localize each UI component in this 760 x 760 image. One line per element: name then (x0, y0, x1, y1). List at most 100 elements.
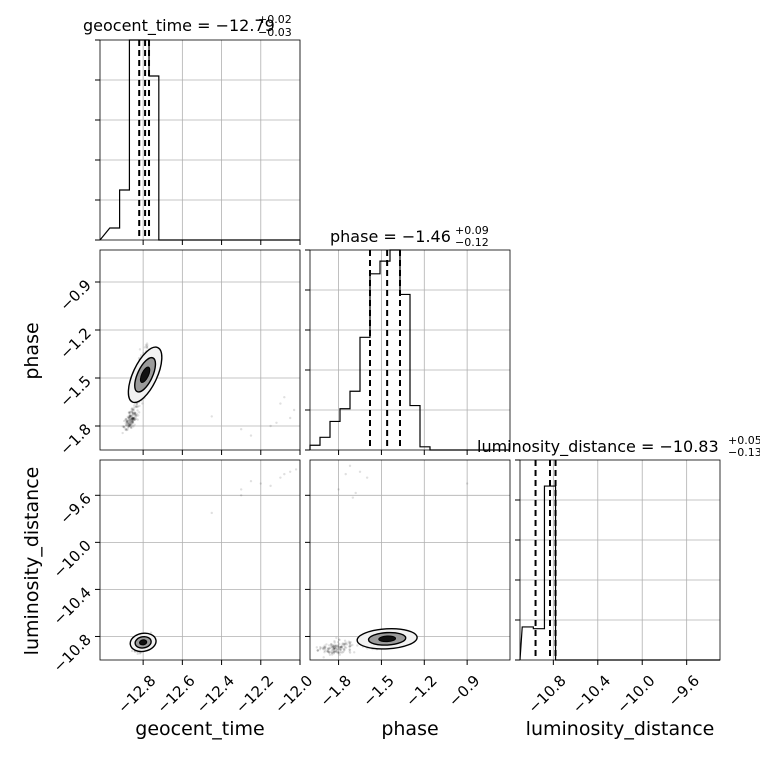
sample-point (338, 648, 342, 651)
sample-point (327, 647, 330, 650)
sample-point (128, 424, 131, 427)
xlabel-geocent-time: geocent_time (135, 718, 264, 740)
sample-point (128, 416, 132, 419)
sample-point (138, 404, 141, 408)
sample-point (134, 405, 138, 408)
y-tick-label: −9.6 (56, 489, 94, 527)
sample-point (327, 647, 330, 650)
sample-point (343, 643, 347, 646)
sample-point (129, 413, 132, 417)
sample-point (338, 646, 342, 650)
sample-point (342, 643, 345, 646)
sample-point (332, 645, 335, 648)
sample-point (128, 419, 131, 422)
ylabel-phase: phase (21, 322, 43, 379)
luminosity-distance-vs-geocent-time-grid (100, 460, 301, 660)
sample-point (125, 424, 128, 427)
sample-point (132, 425, 135, 428)
sample-point (337, 651, 341, 655)
sample-point (339, 649, 342, 652)
sample-point (133, 411, 137, 415)
sample-point (146, 344, 149, 347)
sample-point (331, 645, 335, 648)
sample-point (130, 420, 134, 423)
sample-point (132, 416, 136, 420)
x-tick-label: −12.0 (271, 672, 316, 717)
sample-point (354, 491, 357, 495)
sample-point (333, 646, 337, 650)
sample-point (259, 482, 262, 485)
sample-point (145, 342, 149, 345)
xlabel-luminosity-distance: luminosity_distance (526, 718, 715, 740)
sample-point (127, 425, 130, 428)
sample-point (239, 428, 243, 431)
sample-point (130, 410, 133, 413)
sample-point (130, 649, 134, 653)
sample-point (131, 417, 134, 420)
sample-point (134, 413, 138, 417)
sample-point (134, 418, 137, 421)
sample-point (132, 408, 136, 411)
sample-point (336, 648, 339, 651)
sample-point (123, 426, 126, 429)
sample-point (128, 411, 131, 415)
sample-point (344, 642, 347, 646)
sample-point (128, 414, 132, 418)
x-tick-label: −10.0 (613, 672, 658, 717)
sample-point (333, 650, 337, 653)
sample-point (342, 648, 346, 651)
geocent-time-hist-frame (99, 39, 301, 241)
sample-point (124, 428, 127, 432)
geocent-time-hist-histogram (99, 39, 300, 241)
geocent-time-hist-yticks (95, 39, 100, 241)
sample-point (131, 424, 134, 427)
x-tick-label: −12.2 (232, 672, 277, 717)
y-tick-label: −10.0 (50, 536, 95, 581)
sample-point (131, 420, 134, 423)
sample-point (343, 642, 346, 645)
sample-point (128, 417, 131, 420)
sample-point (141, 402, 144, 405)
sample-point (321, 647, 325, 650)
sample-point (348, 648, 352, 652)
sample-point (328, 653, 332, 656)
sample-point (338, 638, 341, 641)
y-tick-label: −10.4 (50, 584, 95, 629)
sample-point (132, 416, 136, 419)
sample-point (330, 652, 334, 655)
sample-point (136, 405, 139, 409)
sample-point (145, 345, 149, 349)
sample-point (131, 408, 135, 411)
sample-point (333, 641, 336, 644)
sample-point (128, 412, 131, 415)
sample-point (323, 649, 327, 653)
sample-point (124, 424, 128, 427)
sample-point (131, 410, 134, 414)
sample-point (145, 346, 149, 350)
geocent-time-hist-xticks (142, 240, 301, 245)
sample-point (340, 651, 343, 654)
luminosity-distance-title-minus: −0.13 (728, 446, 760, 459)
sample-point (135, 417, 138, 421)
geocent-time-title-plus: +0.02 (258, 13, 292, 26)
sample-point (129, 418, 133, 422)
sample-point (335, 636, 338, 640)
sample-point (131, 412, 135, 415)
sample-point (128, 410, 131, 414)
panels: −10.8 −10.4 −10.0 −9.6−0.9−1.2−1.5−1.8−12.8… (50, 39, 721, 717)
sample-point (131, 413, 134, 417)
sample-point (132, 406, 136, 409)
sample-point (316, 648, 319, 652)
sample-point (135, 413, 138, 417)
sample-point (129, 421, 133, 425)
sample-point (137, 414, 140, 417)
sample-point (130, 414, 133, 417)
sample-point (133, 412, 137, 415)
sample-point (137, 357, 141, 360)
sample-point (333, 650, 336, 653)
sample-point (129, 420, 132, 424)
sample-point (347, 640, 351, 643)
sample-point (131, 417, 134, 420)
sample-point (332, 647, 336, 651)
sample-point (338, 638, 341, 642)
